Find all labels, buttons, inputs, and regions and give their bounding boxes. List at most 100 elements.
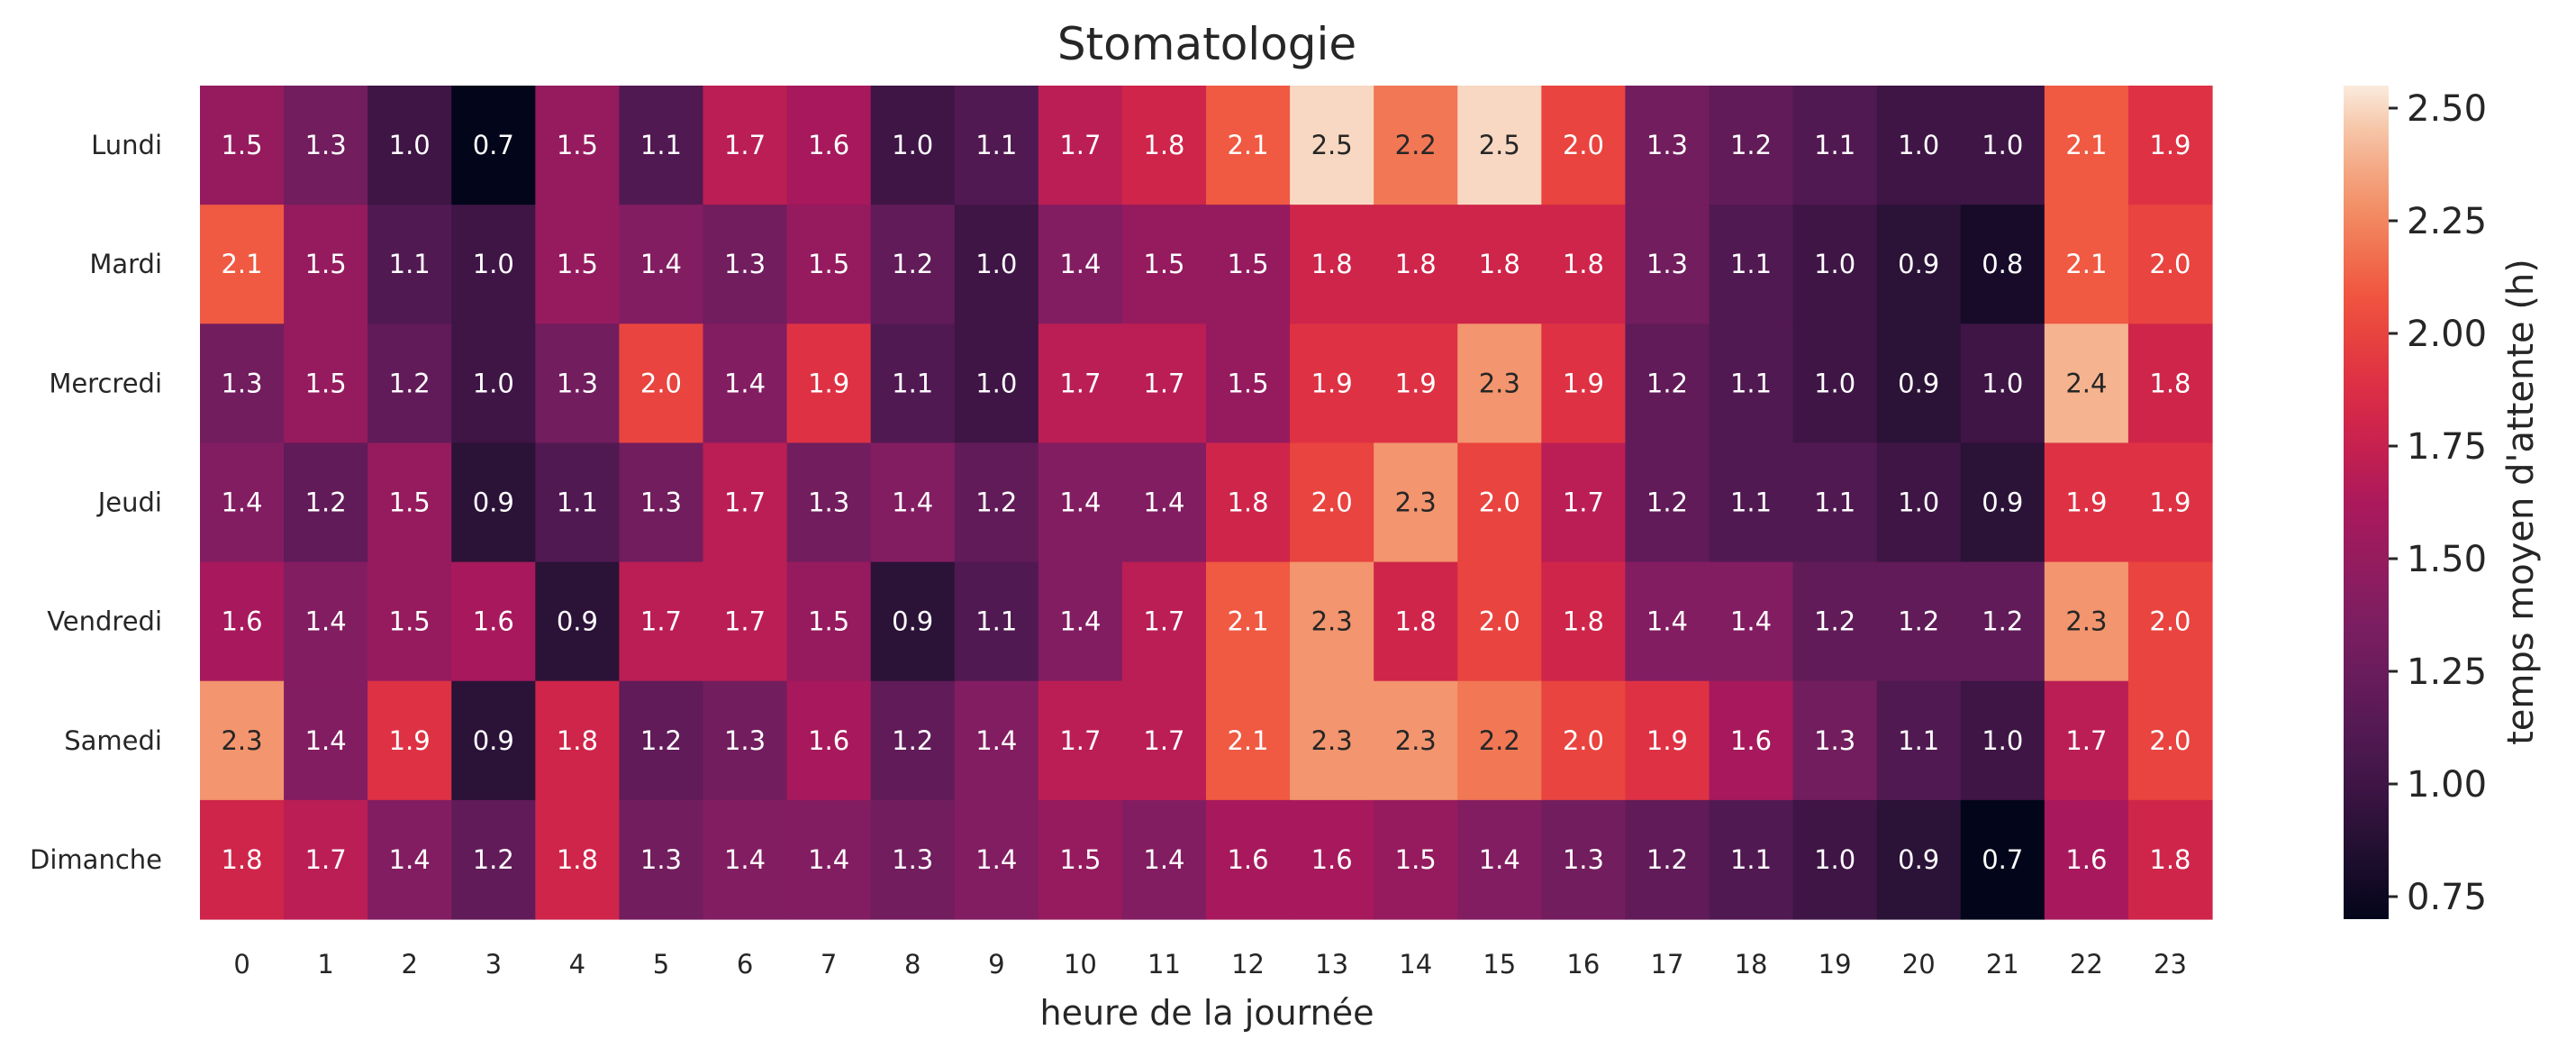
heatmap-cell <box>2044 442 2129 563</box>
heatmap-cell <box>1625 561 1710 682</box>
heatmap-cell <box>1121 442 1207 563</box>
heatmap-cell <box>786 205 872 324</box>
heatmap-cell <box>2044 205 2129 324</box>
cell-value-label: 1.3 <box>1646 130 1688 160</box>
heatmap-cell <box>1121 205 1207 324</box>
cell-value-label: 0.7 <box>1982 844 2023 875</box>
heatmap-cell <box>200 561 285 682</box>
cell-value-label: 1.0 <box>1982 130 2023 160</box>
cell-value-label: 1.7 <box>1059 725 1101 756</box>
cell-value-label: 1.9 <box>389 725 431 756</box>
cell-value-label: 1.8 <box>1143 130 1184 160</box>
cell-value-label: 0.7 <box>473 130 514 160</box>
cell-value-label: 1.5 <box>808 249 849 279</box>
heatmap-cell <box>1876 680 1962 801</box>
cell-value-label: 1.9 <box>1395 368 1437 398</box>
heatmap-cell <box>1374 86 1458 205</box>
heatmap-cell <box>1709 799 1794 920</box>
cell-value-label: 1.3 <box>221 368 262 398</box>
heatmap-cell <box>870 86 956 205</box>
heatmap-cell <box>1625 323 1710 444</box>
cell-value-label: 1.1 <box>1898 725 1939 756</box>
cell-value-label: 1.5 <box>305 368 347 398</box>
heatmap-cell <box>1960 561 2045 682</box>
heatmap-cell <box>786 323 872 444</box>
heatmap-cell <box>1206 323 1291 444</box>
colorbar-tick-label: 1.00 <box>2407 764 2487 806</box>
colorbar-tick-label: 1.50 <box>2407 539 2487 580</box>
heatmap-cell <box>284 323 368 444</box>
heatmap-cell <box>1541 561 1627 682</box>
heatmap-cell <box>2127 442 2213 563</box>
cell-value-label: 1.7 <box>305 844 347 875</box>
x-tick-labels: 0 1 2 3 4 5 6 7 8 9 10 11 12 13 14 15 16 17 18 19 20 21 22 23 <box>233 949 2187 980</box>
cell-value-label: 1.5 <box>1143 249 1184 279</box>
heatmap-cell <box>200 323 285 444</box>
cell-value-label: 1.1 <box>1814 487 1855 518</box>
heatmap-cell <box>1792 680 1878 801</box>
heatmap-cell <box>1038 86 1123 205</box>
cell-value-label: 1.2 <box>305 487 347 518</box>
cell-value-label: 1.8 <box>1479 249 1520 279</box>
heatmap-cell <box>1625 799 1710 920</box>
cell-value-label: 1.6 <box>221 606 262 637</box>
cell-value-label: 2.3 <box>1479 368 1520 398</box>
cell-value-label: 1.8 <box>1227 487 1268 518</box>
y-tick-label: Mardi <box>89 249 162 279</box>
heatmap-cell <box>451 561 536 682</box>
heatmap-cell <box>703 442 788 563</box>
cell-value-label: 1.5 <box>557 130 598 160</box>
cell-value-label: 2.3 <box>1311 725 1353 756</box>
cell-value-label: 1.4 <box>892 487 933 518</box>
heatmap-cell <box>284 799 368 920</box>
heatmap-cell <box>1709 323 1794 444</box>
heatmap-cell <box>1457 799 1542 920</box>
cell-value-label: 1.7 <box>640 606 682 637</box>
cell-value-label: 1.9 <box>2065 487 2107 518</box>
cell-value-label: 1.6 <box>1227 844 1268 875</box>
x-tick-label: 9 <box>988 949 1004 980</box>
cell-value-label: 1.3 <box>1814 725 1855 756</box>
heatmap-cell <box>284 561 368 682</box>
heatmap-cell <box>1625 205 1710 324</box>
heatmap-cell <box>367 442 452 563</box>
cell-value-label: 1.7 <box>2065 725 2107 756</box>
x-tick-label: 17 <box>1651 949 1684 980</box>
x-tick-label: 8 <box>904 949 921 980</box>
x-tick-label: 0 <box>233 949 249 980</box>
cell-value-label: 1.1 <box>1730 487 1772 518</box>
cell-value-label: 1.7 <box>724 130 766 160</box>
cell-value-label: 1.1 <box>557 487 598 518</box>
heatmap-cell <box>1290 205 1374 324</box>
heatmap-cell <box>1960 323 2045 444</box>
heatmap-cell <box>1038 799 1123 920</box>
heatmap-cell <box>954 86 1039 205</box>
heatmap-cell <box>1457 323 1542 444</box>
heatmap-cell <box>786 680 872 801</box>
cell-value-label: 1.9 <box>2149 130 2191 160</box>
cell-value-label: 1.4 <box>724 844 766 875</box>
cell-value-label: 1.6 <box>808 725 849 756</box>
cell-value-label: 1.5 <box>305 249 347 279</box>
cell-value-label: 1.5 <box>1395 844 1437 875</box>
colorbar-ticks: 0.75 1.00 1.25 1.50 1.75 2.00 2.25 2.50 <box>2389 88 2487 918</box>
heatmap-cell <box>870 205 956 324</box>
x-tick-label: 4 <box>569 949 585 980</box>
cell-value-label: 2.0 <box>2149 249 2191 279</box>
heatmap-cell <box>1374 442 1458 563</box>
heatmap-cell <box>535 442 621 563</box>
cell-value-label: 1.8 <box>221 844 262 875</box>
cell-value-label: 1.4 <box>1059 249 1101 279</box>
heatmap-cell <box>870 323 956 444</box>
cell-value-label: 2.0 <box>1563 130 1604 160</box>
heatmap-cell <box>1206 561 1291 682</box>
x-tick-label: 20 <box>1902 949 1936 980</box>
cell-value-label: 1.8 <box>1395 606 1437 637</box>
cell-value-label: 1.8 <box>1311 249 1353 279</box>
cell-value-label: 1.9 <box>1311 368 1353 398</box>
heatmap-cell <box>2127 799 2213 920</box>
heatmap-cell <box>1121 799 1207 920</box>
heatmap-cell <box>1121 561 1207 682</box>
cell-value-label: 1.8 <box>1395 249 1437 279</box>
heatmap-cell <box>1876 799 1962 920</box>
